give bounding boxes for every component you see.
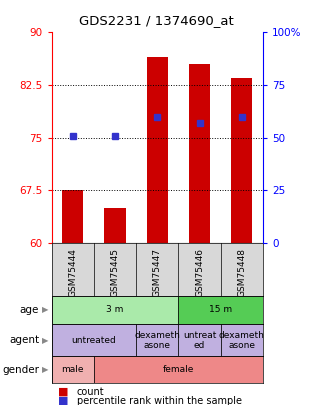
Text: GSM75446: GSM75446 bbox=[195, 248, 204, 297]
Text: ▶: ▶ bbox=[42, 365, 49, 374]
Bar bbox=[178, 324, 221, 356]
Text: gender: gender bbox=[2, 364, 39, 375]
Text: dexameth
asone: dexameth asone bbox=[219, 330, 265, 350]
Text: GSM75448: GSM75448 bbox=[237, 248, 246, 297]
Text: male: male bbox=[62, 365, 84, 374]
Bar bbox=[105, 208, 126, 243]
Text: 15 m: 15 m bbox=[209, 305, 232, 314]
Text: GSM75445: GSM75445 bbox=[110, 248, 120, 297]
Text: ▶: ▶ bbox=[42, 336, 49, 345]
Bar bbox=[136, 324, 178, 356]
Text: GSM75444: GSM75444 bbox=[68, 248, 77, 297]
Text: agent: agent bbox=[9, 335, 39, 345]
Text: age: age bbox=[20, 305, 39, 315]
Bar bbox=[62, 190, 83, 243]
Bar bbox=[52, 324, 136, 356]
Text: GSM75447: GSM75447 bbox=[153, 248, 162, 297]
Text: dexameth
asone: dexameth asone bbox=[134, 330, 180, 350]
Text: ■: ■ bbox=[58, 396, 69, 405]
Bar bbox=[147, 57, 168, 243]
Bar bbox=[52, 356, 94, 383]
Bar bbox=[189, 64, 210, 243]
Bar bbox=[52, 296, 178, 324]
Text: GDS2231 / 1374690_at: GDS2231 / 1374690_at bbox=[79, 14, 234, 27]
Text: ■: ■ bbox=[58, 387, 69, 397]
Text: female: female bbox=[163, 365, 194, 374]
Text: untreated: untreated bbox=[72, 336, 116, 345]
Text: count: count bbox=[77, 387, 104, 397]
Bar bbox=[221, 324, 263, 356]
Text: 3 m: 3 m bbox=[106, 305, 124, 314]
Bar bbox=[178, 296, 263, 324]
Text: ▶: ▶ bbox=[42, 305, 49, 314]
Text: untreat
ed: untreat ed bbox=[183, 330, 216, 350]
Text: percentile rank within the sample: percentile rank within the sample bbox=[77, 396, 242, 405]
Bar bbox=[231, 78, 252, 243]
Bar bbox=[94, 356, 263, 383]
